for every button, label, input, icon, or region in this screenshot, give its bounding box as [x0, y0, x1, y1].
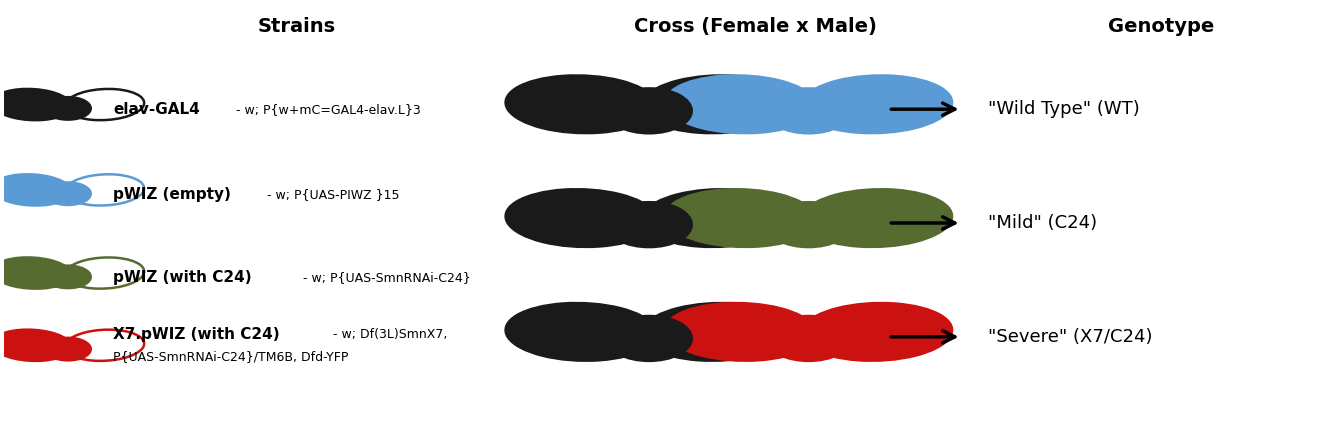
- Text: "Wild Type" (WT): "Wild Type" (WT): [989, 100, 1140, 118]
- Text: "Severe" (X7/C24): "Severe" (X7/C24): [989, 328, 1152, 346]
- Text: elav-GAL4: elav-GAL4: [114, 102, 199, 117]
- Text: - w; P{UAS-SmnRNAi-C24}: - w; P{UAS-SmnRNAi-C24}: [300, 271, 471, 284]
- Ellipse shape: [606, 89, 692, 133]
- Ellipse shape: [801, 190, 951, 247]
- Text: X7.pWIZ (with C24): X7.pWIZ (with C24): [114, 327, 280, 342]
- Ellipse shape: [506, 190, 657, 247]
- Ellipse shape: [665, 190, 816, 247]
- Ellipse shape: [801, 76, 951, 133]
- Text: Strains: Strains: [258, 17, 336, 36]
- Ellipse shape: [641, 76, 792, 133]
- Ellipse shape: [45, 338, 91, 360]
- Text: X: X: [725, 214, 740, 232]
- Text: pWIZ (with C24): pWIZ (with C24): [114, 270, 252, 285]
- Text: - w; P{w+mC=GAL4-elav.L}3: - w; P{w+mC=GAL4-elav.L}3: [231, 103, 420, 116]
- Ellipse shape: [767, 89, 851, 133]
- Ellipse shape: [45, 266, 91, 288]
- Ellipse shape: [641, 190, 792, 247]
- Ellipse shape: [767, 202, 851, 247]
- Text: P{UAS-SmnRNAi-C24}/TM6B, Dfd-YFP: P{UAS-SmnRNAi-C24}/TM6B, Dfd-YFP: [114, 350, 349, 363]
- Text: - w; P{UAS-PIWZ }15: - w; P{UAS-PIWZ }15: [264, 188, 400, 201]
- Text: X: X: [725, 327, 740, 346]
- Text: pWIZ (empty): pWIZ (empty): [114, 187, 231, 202]
- Ellipse shape: [606, 316, 692, 361]
- Ellipse shape: [801, 303, 951, 360]
- Text: X: X: [725, 100, 740, 119]
- Ellipse shape: [506, 303, 657, 360]
- Ellipse shape: [0, 174, 71, 206]
- Ellipse shape: [641, 303, 792, 360]
- Text: Cross (Female x Male): Cross (Female x Male): [634, 17, 876, 36]
- Ellipse shape: [45, 182, 91, 205]
- Text: "Mild" (C24): "Mild" (C24): [989, 214, 1097, 232]
- Ellipse shape: [45, 97, 91, 120]
- Ellipse shape: [0, 330, 71, 361]
- Ellipse shape: [767, 316, 851, 361]
- Ellipse shape: [506, 76, 657, 133]
- Ellipse shape: [665, 76, 816, 133]
- Ellipse shape: [665, 303, 816, 360]
- Text: Genotype: Genotype: [1108, 17, 1214, 36]
- Ellipse shape: [606, 202, 692, 247]
- Ellipse shape: [0, 257, 71, 289]
- Ellipse shape: [0, 89, 71, 120]
- Text: - w; Df(3L)SmnX7,: - w; Df(3L)SmnX7,: [329, 328, 447, 341]
